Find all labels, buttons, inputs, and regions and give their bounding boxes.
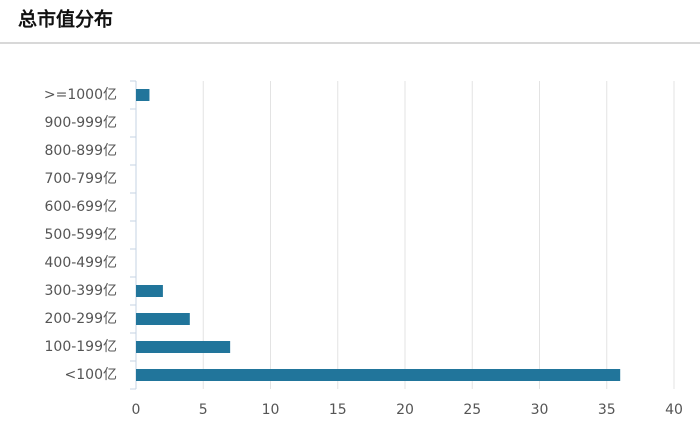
y-tick-label: 800-899亿 xyxy=(45,143,118,159)
y-tick-label: <100亿 xyxy=(65,367,117,383)
y-tick-label: 600-699亿 xyxy=(45,199,118,215)
y-tick-label: 100-199亿 xyxy=(45,339,118,355)
bar xyxy=(136,89,150,101)
y-tick-label: 400-499亿 xyxy=(45,255,118,271)
x-tick-label: 20 xyxy=(396,402,414,418)
y-tick-label: 200-299亿 xyxy=(45,311,118,327)
x-tick-label: 5 xyxy=(199,402,208,418)
x-tick-label: 40 xyxy=(665,402,683,418)
x-tick-label: 15 xyxy=(329,402,347,418)
y-tick-label: 900-999亿 xyxy=(45,115,118,131)
chart-title: 总市值分布 xyxy=(18,8,113,31)
bar xyxy=(136,341,231,353)
x-tick-label: 30 xyxy=(531,402,549,418)
x-tick-label: 35 xyxy=(598,402,616,418)
x-tick-label: 25 xyxy=(463,402,481,418)
x-tick-label: 10 xyxy=(262,402,280,418)
bar xyxy=(136,285,163,297)
y-tick-label: >=1000亿 xyxy=(44,87,117,103)
y-tick-label: 500-599亿 xyxy=(45,227,118,243)
bar xyxy=(136,369,621,381)
y-tick-label: 700-799亿 xyxy=(45,171,118,187)
bar xyxy=(136,313,190,325)
y-tick-label: 300-399亿 xyxy=(45,283,118,299)
x-tick-label: 0 xyxy=(132,402,141,418)
